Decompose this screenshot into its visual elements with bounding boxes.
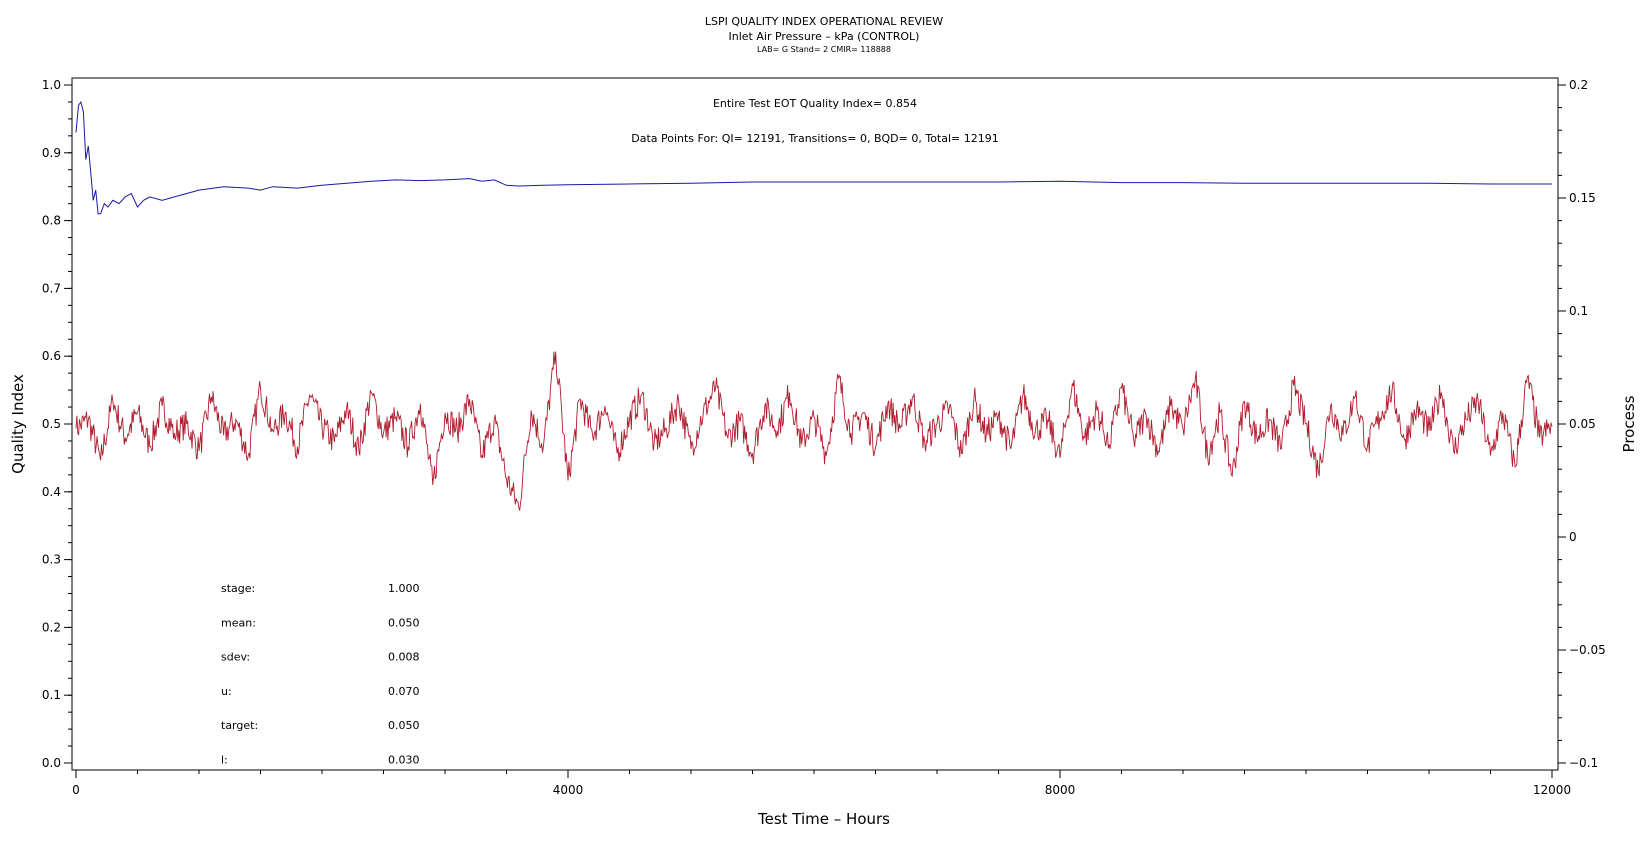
x-tick-label: 8000: [1045, 783, 1076, 797]
stat-label: l:: [221, 754, 228, 767]
y-left-tick-label: 0.0: [42, 756, 61, 770]
y-left-tick-label: 0.7: [42, 281, 61, 295]
y-left-axis-title: Quality Index: [9, 374, 27, 474]
stat-label: sdev:: [221, 651, 250, 664]
y-left-tick-label: 0.1: [42, 688, 61, 702]
y-left-tick-label: 0.3: [42, 553, 61, 567]
stat-label: mean:: [221, 616, 256, 629]
stat-label: u:: [221, 685, 232, 698]
y-right-tick-label: −0.05: [1569, 643, 1606, 657]
stat-value: 0.008: [388, 651, 420, 664]
y-left-tick-label: 0.8: [42, 214, 61, 228]
chart-title: LSPI QUALITY INDEX OPERATIONAL REVIEW: [705, 15, 943, 28]
stat-label: stage:: [221, 582, 255, 595]
stat-value: 0.030: [388, 754, 420, 767]
y-left-tick-label: 0.5: [42, 417, 61, 431]
y-left-tick-label: 0.4: [42, 485, 61, 499]
stat-value: 0.050: [388, 719, 420, 732]
chart-subtitle-lab: LAB= G Stand= 2 CMIR= 118888: [757, 45, 891, 54]
x-axis-title: Test Time – Hours: [757, 810, 890, 828]
y-left-tick-label: 1.0: [42, 78, 61, 92]
y-right-tick-label: 0.05: [1569, 417, 1596, 431]
stat-value: 1.000: [388, 582, 420, 595]
y-left-tick-label: 0.6: [42, 349, 61, 363]
process-series-line: [75, 351, 1553, 511]
y-right-axis-title: Process: [1620, 395, 1638, 452]
x-tick-label: 4000: [553, 783, 584, 797]
stat-value: 0.070: [388, 685, 420, 698]
y-left-tick-label: 0.9: [42, 146, 61, 160]
quality-index-series-line: [75, 100, 1552, 215]
y-right-tick-label: 0.2: [1569, 78, 1588, 92]
y-left-tick-label: 0.2: [42, 620, 61, 634]
y-right-tick-label: 0.15: [1569, 191, 1596, 205]
eot-quality-index-annotation: Entire Test EOT Quality Index= 0.854: [713, 97, 917, 110]
stat-value: 0.050: [388, 616, 420, 629]
y-right-tick-label: 0: [1569, 530, 1577, 544]
y-right-tick-label: −0.1: [1569, 756, 1598, 770]
chart-subtitle: Inlet Air Pressure – kPa (CONTROL): [729, 30, 920, 43]
data-points-annotation: Data Points For: QI= 12191, Transitions=…: [631, 132, 999, 145]
y-right-tick-label: 0.1: [1569, 304, 1588, 318]
stat-label: target:: [221, 719, 258, 732]
x-tick-label: 0: [72, 783, 80, 797]
x-tick-label: 12000: [1533, 783, 1571, 797]
